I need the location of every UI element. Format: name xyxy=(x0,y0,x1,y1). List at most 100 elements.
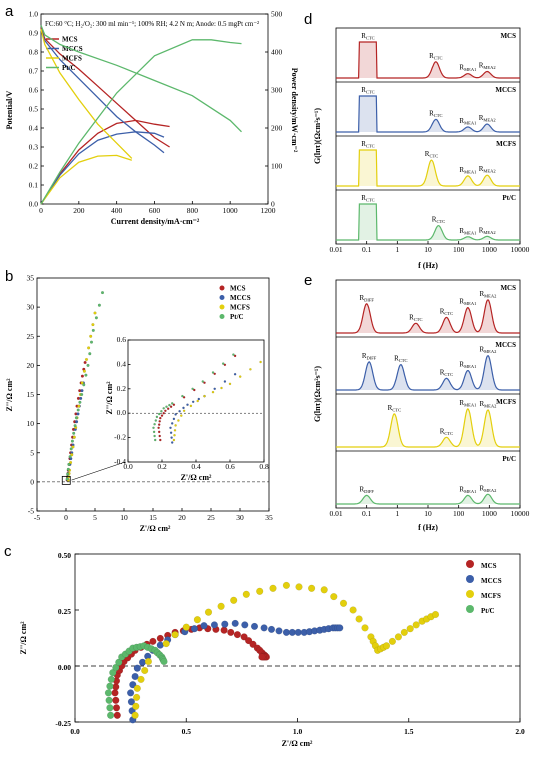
data-point xyxy=(382,642,391,650)
y-axis-label: Z''/Ω cm² xyxy=(19,621,28,655)
data-point xyxy=(127,698,135,706)
inset-point xyxy=(172,438,176,442)
inset-point xyxy=(238,375,242,378)
data-point xyxy=(82,383,86,387)
data-point xyxy=(75,420,79,424)
data-point xyxy=(133,684,141,692)
inset-y-tick-label: 0.0 xyxy=(117,408,127,417)
polarization-curve xyxy=(40,28,165,154)
x-tick-label: 800 xyxy=(187,206,199,215)
x-tick-label: 1 xyxy=(395,245,399,254)
legend-label: MCCS xyxy=(481,577,502,585)
series-label: MCS xyxy=(500,284,516,292)
y-tick-label: 0.7 xyxy=(29,67,39,76)
legend-label: Pt/C xyxy=(481,607,495,615)
y-tick-label: 30 xyxy=(27,303,35,312)
inset-point xyxy=(153,422,156,426)
data-point xyxy=(227,628,235,636)
data-point xyxy=(107,711,115,719)
peak-label: RCTC xyxy=(425,150,438,159)
inset-point xyxy=(220,386,223,390)
inset-point xyxy=(182,406,185,410)
power-curve xyxy=(40,119,170,205)
series-label: MCS xyxy=(500,32,516,40)
x-tick-label: 0 xyxy=(64,513,68,522)
data-point xyxy=(93,311,97,315)
peak-label: RMEA2 xyxy=(479,290,496,299)
peak-label: RDIFF xyxy=(362,352,377,361)
inset-point xyxy=(259,360,262,364)
x-tick-label: 1.0 xyxy=(293,727,303,736)
inset-point xyxy=(197,397,201,401)
inset-point xyxy=(203,381,206,384)
panel-b: -5 0 5 10 15 20 25 30 35 -5 0 5 10 15 20 25 30 35 Z'/Ω cm²… xyxy=(5,268,273,533)
series-label: Pt/C xyxy=(502,455,516,463)
peak-label: RMEA1 xyxy=(459,361,476,370)
y-tick-label: 0.00 xyxy=(58,663,71,672)
inset-point xyxy=(155,415,159,419)
data-point xyxy=(80,374,84,378)
x-tick-label: 1200 xyxy=(261,206,276,215)
x-tick-label: 15 xyxy=(149,513,157,522)
data-point xyxy=(231,619,239,627)
drt-curve xyxy=(336,408,520,448)
inset-point xyxy=(159,416,162,420)
data-point xyxy=(127,689,135,697)
x-tick-label: 10000 xyxy=(511,245,530,254)
data-point xyxy=(109,669,117,677)
y-axis-label: Z''/Ω cm² xyxy=(5,378,14,412)
data-point xyxy=(294,628,302,636)
inset-point xyxy=(170,422,174,425)
inset-point xyxy=(196,399,199,403)
inset-point xyxy=(170,436,173,439)
data-point xyxy=(80,392,84,397)
y2-tick-label: 200 xyxy=(271,124,283,133)
x-tick-label: 0.5 xyxy=(182,727,192,736)
peak-label: RCTC xyxy=(361,194,374,203)
data-point xyxy=(112,696,120,704)
x-tick-label: 1000 xyxy=(482,245,497,254)
data-point xyxy=(66,467,70,471)
x-axis-label: Current density/mA·cm⁻² xyxy=(111,217,200,226)
peak-label: RMEA2 xyxy=(479,400,496,409)
y-tick-label: 0.4 xyxy=(29,124,39,133)
inset-point xyxy=(170,441,174,444)
data-point xyxy=(73,424,77,428)
inset-point xyxy=(162,411,165,415)
data-point xyxy=(131,672,139,681)
inset-point xyxy=(169,431,173,434)
data-point xyxy=(406,625,414,633)
x-tick-label: 100 xyxy=(453,509,465,518)
inset-point xyxy=(153,438,157,442)
x-axis-label: Z'/Ω cm² xyxy=(140,524,171,533)
data-point xyxy=(182,623,190,631)
drt-curve xyxy=(336,354,520,391)
inset-point xyxy=(182,409,186,413)
peak-label: RMEA2 xyxy=(479,165,496,174)
legend-label: MCCS xyxy=(230,294,251,302)
inset-point xyxy=(233,354,237,358)
data-point xyxy=(106,704,114,712)
y-tick-label: 1.0 xyxy=(29,10,39,19)
drt-curve xyxy=(336,299,520,334)
data-point xyxy=(242,590,250,598)
polarization-curve xyxy=(40,25,242,133)
inset-x-tick-label: 0.4 xyxy=(191,462,201,471)
series-label: Pt/C xyxy=(502,194,516,202)
peak-fill xyxy=(336,150,520,186)
inset-y-label: Z''/Ω cm² xyxy=(105,381,114,415)
polarization-curve xyxy=(40,27,170,148)
legend-marker xyxy=(219,314,225,319)
x-tick-label: 100 xyxy=(453,245,465,254)
peak-label: RCTC xyxy=(440,427,453,436)
y-tick-label: -5 xyxy=(28,507,34,516)
x-tick-label: 400 xyxy=(111,206,123,215)
peak-label: RMEA2 xyxy=(479,226,496,235)
inset-frame xyxy=(127,339,265,463)
x-tick-label: 20 xyxy=(178,513,186,522)
legend-label: Pt/C xyxy=(62,64,76,72)
y-tick-label: 0.3 xyxy=(29,143,39,152)
inset-point xyxy=(213,372,216,376)
